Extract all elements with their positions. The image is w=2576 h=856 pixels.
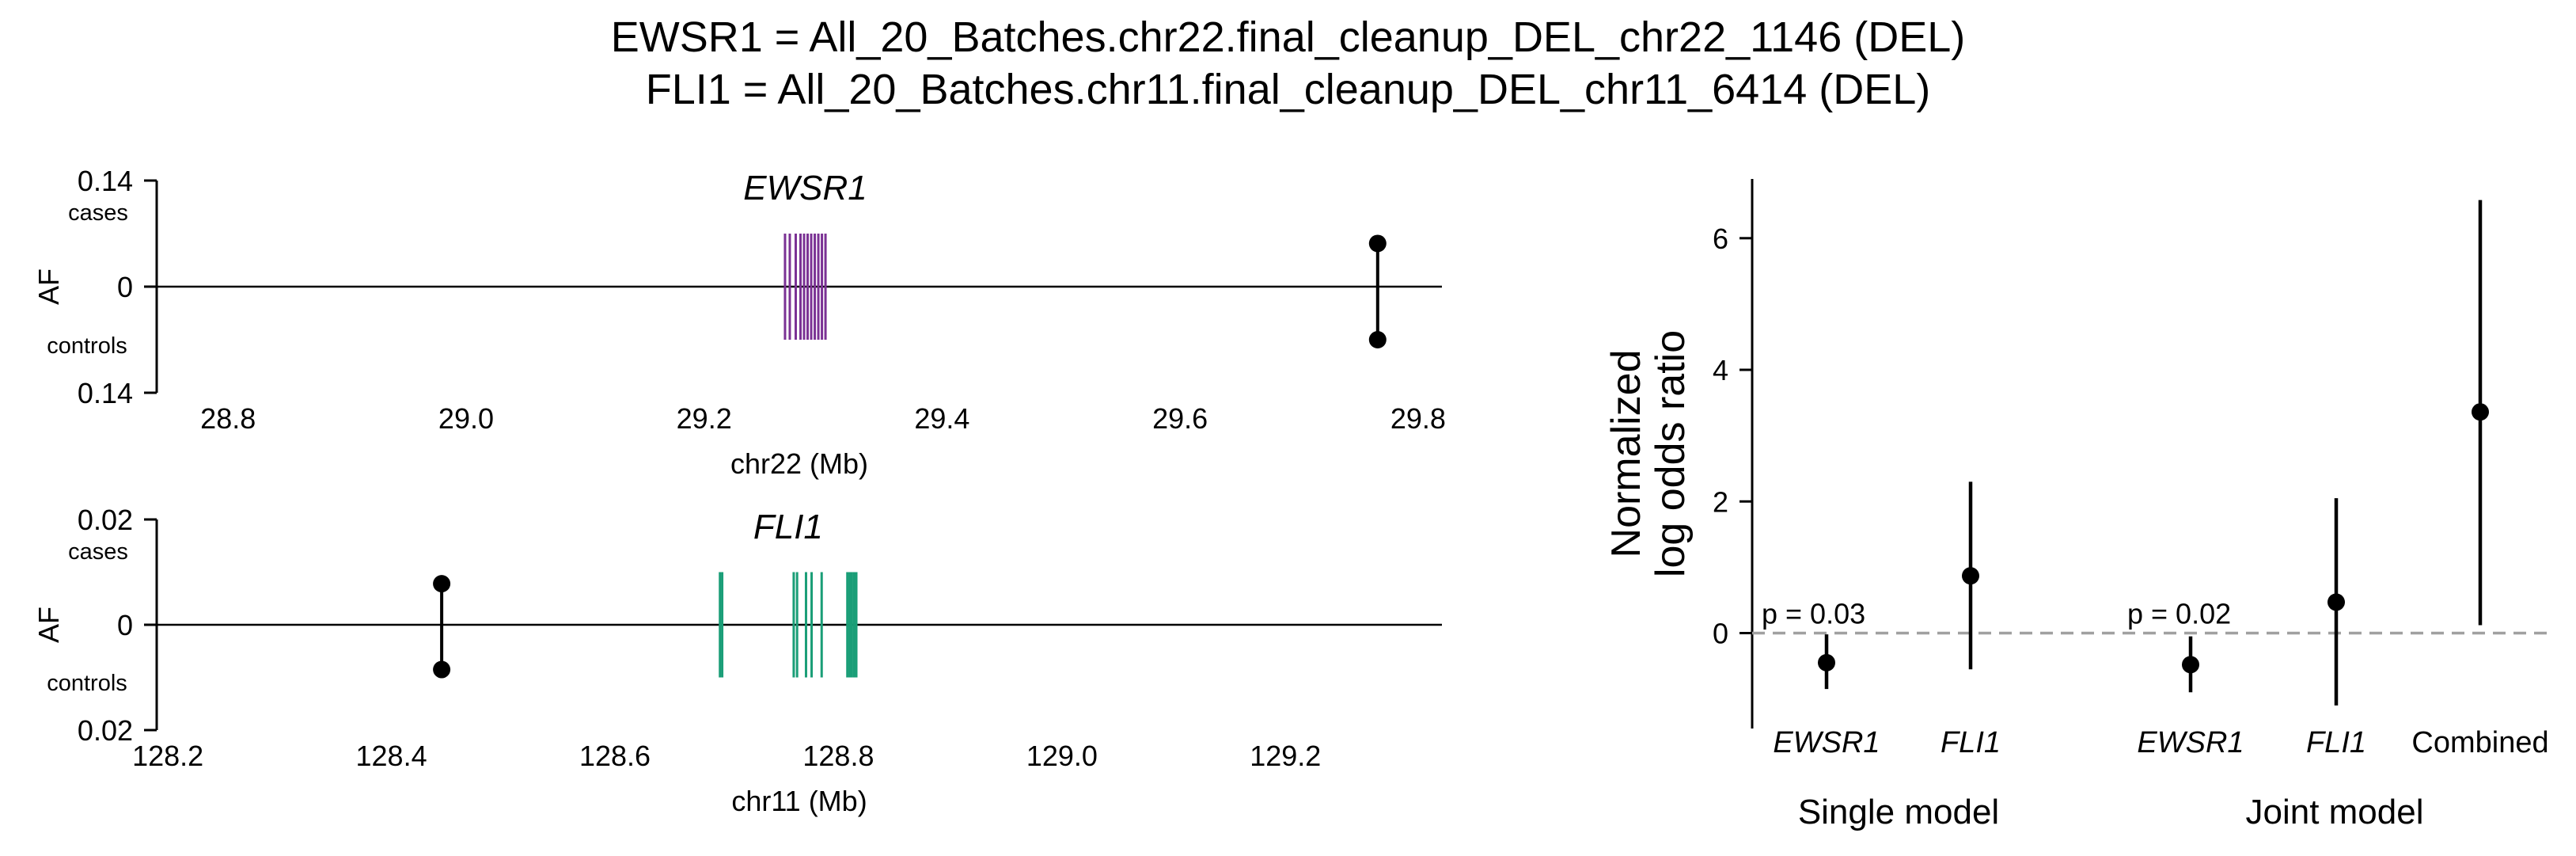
category-label: EWSR1 <box>2137 726 2244 759</box>
cases-label: cases <box>68 200 128 226</box>
y-axis-label: Normalizedlog odds ratio <box>1603 330 1694 577</box>
controls-label: controls <box>47 333 127 359</box>
group-label: Single model <box>1798 793 1999 831</box>
y-tick-label: 0.02 <box>78 504 133 536</box>
category-label: EWSR1 <box>1773 726 1880 759</box>
x-tick-label: 29.0 <box>438 402 494 435</box>
variant-controls-point <box>1368 331 1387 348</box>
y-tick-label: 0 <box>117 271 133 303</box>
x-tick-label: 29.8 <box>1390 402 1446 435</box>
gene-name-label: EWSR1 <box>743 169 867 207</box>
y-tick-label: 0 <box>117 609 133 641</box>
estimate-point <box>2328 593 2345 611</box>
x-tick-label: 129.0 <box>1026 740 1098 772</box>
x-tick-label: 128.8 <box>802 740 874 772</box>
y-axis-label: AF <box>32 268 65 305</box>
locus-panel-fli1: 0.02 0 0.02 cases controls AF 128.2 128.4 128.6 1… <box>32 504 1442 817</box>
y-axis-label-line: Normalized <box>1603 350 1649 558</box>
p-value-label: p = 0.02 <box>2127 597 2231 630</box>
category-label: FLI1 <box>2306 726 2366 759</box>
x-tick-label: 29.4 <box>914 402 969 435</box>
variant-cases-point <box>433 575 451 593</box>
estimate-point <box>1962 567 1979 585</box>
y-tick-label: 0.02 <box>78 714 133 747</box>
x-tick-label: 29.6 <box>1152 402 1208 435</box>
y-tick-label: 2 <box>1713 485 1728 518</box>
estimate-point <box>2182 656 2199 674</box>
category-label: Combined <box>2411 726 2548 759</box>
x-axis-label: chr22 (Mb) <box>730 447 868 480</box>
gene-name-label: FLI1 <box>753 508 823 546</box>
locus-panel-ewsr1: 0.14 0 0.14 cases controls AF 28.8 29.0 29.2 29.4… <box>32 165 1446 480</box>
y-tick-label: 0.14 <box>78 377 133 409</box>
group-label: Joint model <box>2245 793 2423 831</box>
controls-label: controls <box>47 671 127 696</box>
variant-controls-point <box>433 660 451 679</box>
y-tick-label: 4 <box>1713 354 1728 386</box>
y-axis-label-line: log odds ratio <box>1648 330 1694 577</box>
x-tick-label: 29.2 <box>677 402 732 435</box>
y-tick-label: 0 <box>1713 617 1728 649</box>
y-axis-label: AF <box>32 607 65 643</box>
figure-title: EWSR1 = All_20_Batches.chr22.final_clean… <box>0 11 2576 116</box>
estimate-point <box>2472 403 2489 421</box>
estimate-point <box>1818 653 1835 671</box>
x-tick-label: 128.6 <box>579 740 651 772</box>
title-line-1: EWSR1 = All_20_Batches.chr22.final_clean… <box>610 13 1966 61</box>
category-label: FLI1 <box>1941 726 2001 759</box>
variant-cases-point <box>1368 234 1387 253</box>
x-tick-label: 129.2 <box>1250 740 1321 772</box>
title-line-2: FLI1 = All_20_Batches.chr11.final_cleanu… <box>645 66 1931 113</box>
odds-ratio-panel: 0 2 4 6 Normalizedlog odds ratio p = 0.03 p = … <box>1603 179 2552 831</box>
y-tick-label: 6 <box>1713 223 1728 255</box>
x-tick-label: 128.4 <box>356 740 427 772</box>
x-axis-label: chr11 (Mb) <box>731 785 867 817</box>
x-tick-label: 28.8 <box>200 402 256 435</box>
x-tick-label: 128.2 <box>132 740 203 772</box>
y-tick-label: 0.14 <box>78 165 133 197</box>
p-value-label: p = 0.03 <box>1762 597 1865 630</box>
cases-label: cases <box>68 539 128 565</box>
